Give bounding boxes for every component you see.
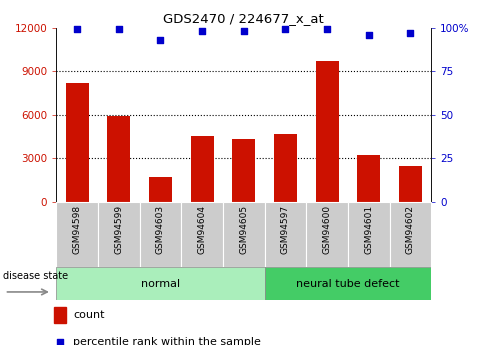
Bar [56,267,265,300]
Bar [232,139,255,202]
Bar [265,202,306,267]
Text: neural tube defect: neural tube defect [296,279,400,289]
Bar [265,267,431,300]
Point [156,37,164,42]
Bar [140,202,181,267]
Bar [316,61,339,202]
Point [281,27,289,32]
Text: GSM94603: GSM94603 [156,205,165,254]
Text: GSM94605: GSM94605 [239,205,248,254]
Text: GSM94598: GSM94598 [73,205,82,254]
Text: percentile rank within the sample: percentile rank within the sample [74,337,261,345]
Text: normal: normal [141,279,180,289]
Bar [149,177,172,202]
Point [56,339,64,345]
Point [73,27,81,32]
Title: GDS2470 / 224677_x_at: GDS2470 / 224677_x_at [163,12,324,25]
Bar [181,202,223,267]
Point [406,30,414,36]
Bar [306,202,348,267]
Bar [54,307,66,323]
Text: disease state: disease state [3,270,68,280]
Bar [274,134,297,202]
Bar [98,202,140,267]
Text: GSM94602: GSM94602 [406,205,415,254]
Bar [399,166,422,202]
Bar [107,116,130,202]
Bar [66,83,89,202]
Point [365,32,372,37]
Point [115,27,122,32]
Point [240,28,247,34]
Bar [223,202,265,267]
Bar [357,155,380,202]
Text: count: count [74,309,105,319]
Text: GSM94597: GSM94597 [281,205,290,254]
Bar [191,137,214,202]
Point [198,28,206,34]
Text: GSM94601: GSM94601 [364,205,373,254]
Text: GSM94604: GSM94604 [197,205,207,254]
Text: GSM94599: GSM94599 [114,205,123,254]
Bar [390,202,431,267]
Bar [348,202,390,267]
Point [323,27,331,32]
Text: GSM94600: GSM94600 [322,205,332,254]
Bar [56,202,98,267]
